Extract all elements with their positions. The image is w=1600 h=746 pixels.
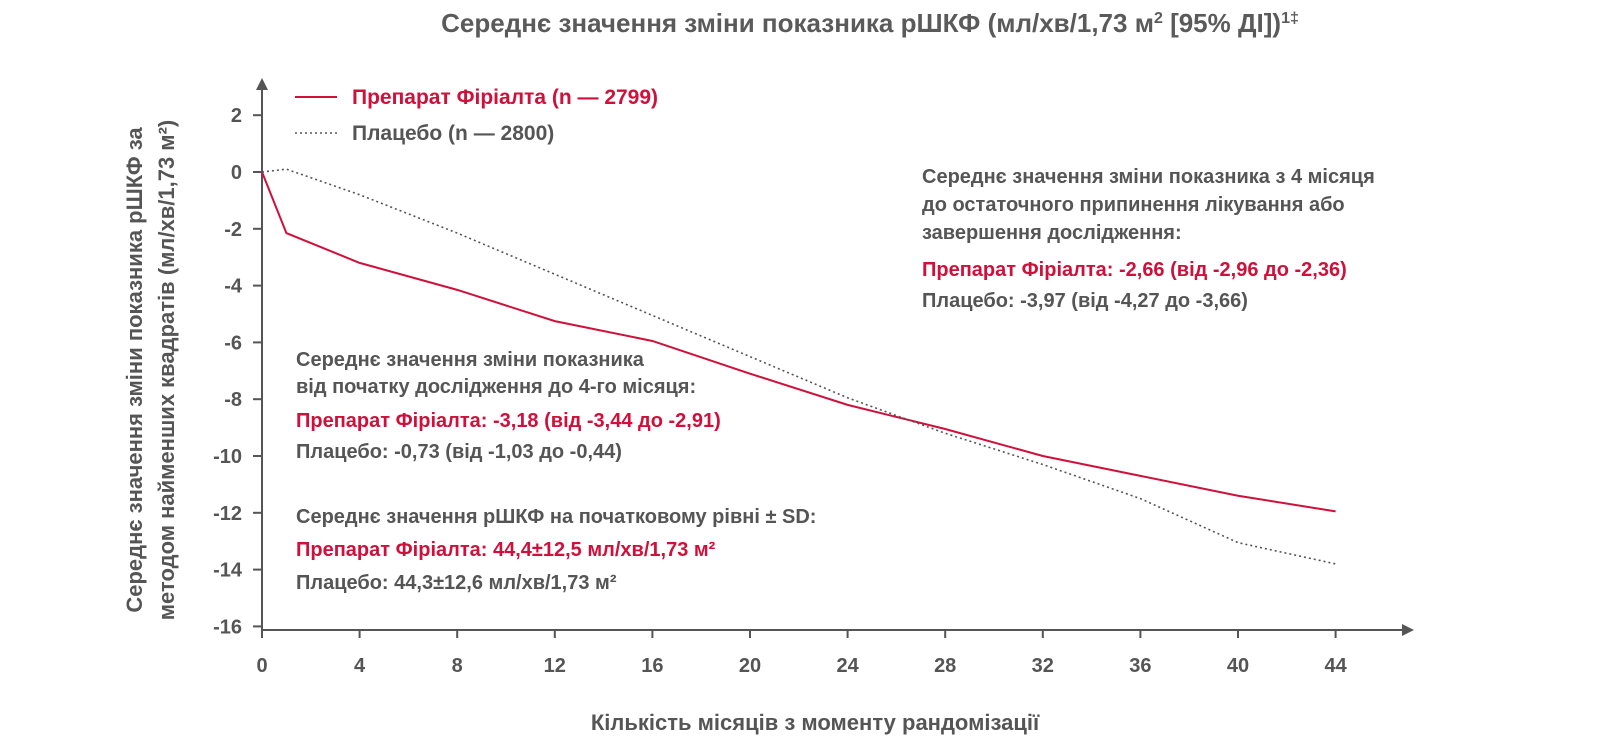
- annotation-3-heading: Середнє значення рШКФ на початковому рів…: [296, 506, 816, 528]
- y-tick-label: 0: [231, 162, 242, 184]
- annotation-period-0-to-4: Середнє значення зміни показника від поч…: [296, 349, 721, 463]
- series-line-placebo: [261, 168, 1336, 565]
- x-tick-label: 28: [934, 655, 956, 677]
- x-tick-label: 8: [452, 655, 463, 677]
- annotation-2-heading-2: від початку дослідження до 4-го місяця:: [296, 376, 696, 398]
- y-axis-arrow: [256, 78, 268, 90]
- annotation-2-placebo: Плацебо: -0,73 (від -1,03 до -0,44): [296, 441, 622, 463]
- annotation-3-placebo: Плацебо: 44,3±12,6 мл/хв/1,73 м²: [296, 572, 617, 594]
- x-tick-label: 0: [256, 655, 267, 677]
- annotation-2-heading: Середнє значення зміни показника: [296, 349, 645, 371]
- annotation-2-drug: Препарат Фіріалта: -3,18 (від -3,44 до -…: [296, 410, 721, 432]
- y-tick-label: -14: [213, 560, 243, 582]
- y-tick-label: -4: [224, 276, 243, 298]
- x-tick-label: 24: [836, 655, 859, 677]
- x-tick-label: 20: [739, 655, 761, 677]
- annotation-1-heading: Середнє значення зміни показника з 4 міс…: [922, 166, 1375, 188]
- y-tick-label: -6: [224, 332, 242, 354]
- annotation-1-heading-2: до остаточного припинення лікування або: [922, 194, 1345, 216]
- annotation-1-drug: Препарат Фіріалта: -2,66 (від -2,96 до -…: [922, 259, 1347, 281]
- x-axis-label: Кількість місяців з моменту рандомізації: [591, 710, 1040, 735]
- y-tick-label: 2: [231, 105, 242, 127]
- x-tick-label: 16: [641, 655, 663, 677]
- y-tick-label: -12: [213, 503, 242, 525]
- series-layer: [261, 168, 1336, 565]
- annotation-period-4-to-end: Середнє значення зміни показника з 4 міс…: [922, 166, 1375, 312]
- annotation-3-drug: Препарат Фіріалта: 44,4±12,5 мл/хв/1,73 …: [296, 539, 716, 561]
- x-ticks: 0 4 8 12 16 20 24 28 32 36 40 44: [256, 630, 1348, 677]
- annotation-baseline: Середнє значення рШКФ на початковому рів…: [296, 506, 816, 594]
- legend: Препарат Фіріалта (n — 2799) Плацебо (n …: [295, 86, 658, 145]
- y-tick-label: -2: [224, 219, 242, 241]
- y-tick-label: -16: [213, 616, 242, 638]
- y-ticks: 2 0 -2 -4 -6 -8 -10 -12 -14 -16: [213, 105, 262, 638]
- legend-label-placebo: Плацебо (n — 2800): [352, 122, 554, 145]
- annotation-1-placebo: Плацебо: -3,97 (від -4,27 до -3,66): [922, 290, 1248, 312]
- y-axis-label-line1: Середнє значення зміни показника рШКФ за: [122, 127, 147, 613]
- chart-title: Середнє значення зміни показника рШКФ (м…: [441, 8, 1299, 38]
- x-tick-label: 40: [1227, 655, 1249, 677]
- y-axis-label-line2: методом найменших квадратів (мл/хв/1,73 …: [154, 120, 179, 620]
- x-tick-label: 4: [354, 655, 366, 677]
- x-tick-label: 12: [544, 655, 566, 677]
- y-tick-label: -8: [224, 389, 242, 411]
- annotation-1-heading-3: завершення дослідження:: [922, 222, 1182, 244]
- x-tick-label: 44: [1324, 655, 1347, 677]
- legend-label-drug: Препарат Фіріалта (n — 2799): [352, 86, 658, 109]
- x-tick-label: 32: [1032, 655, 1054, 677]
- x-axis-arrow: [1402, 624, 1414, 636]
- x-tick-label: 36: [1129, 655, 1151, 677]
- series-line-drug: [261, 171, 1336, 513]
- y-tick-label: -10: [213, 446, 242, 468]
